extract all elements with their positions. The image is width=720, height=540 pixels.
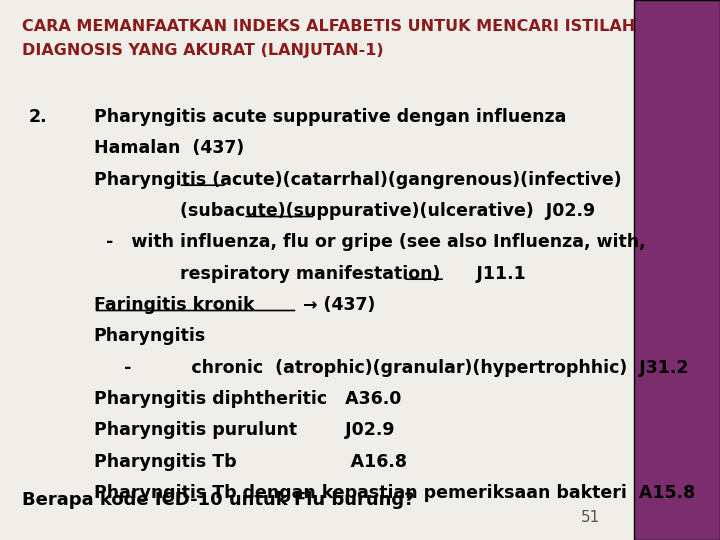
- Text: -   with influenza, flu or gripe (see also Influenza, with,: - with influenza, flu or gripe (see also…: [94, 233, 645, 251]
- Text: -          chronic  (atrophic)(granular)(hypertrophhic)  J31.2: - chronic (atrophic)(granular)(hypertrop…: [94, 359, 688, 376]
- Text: Berapa kode ICD-10 untuk Flu burung?: Berapa kode ICD-10 untuk Flu burung?: [22, 491, 414, 509]
- FancyBboxPatch shape: [634, 0, 720, 540]
- Text: Faringitis kronik: Faringitis kronik: [94, 296, 254, 314]
- Text: Hamalan  (437): Hamalan (437): [94, 139, 244, 157]
- Text: 51: 51: [581, 510, 600, 525]
- Text: Pharyngitis: Pharyngitis: [94, 327, 206, 345]
- Text: Pharyngitis Tb                   A16.8: Pharyngitis Tb A16.8: [94, 453, 407, 470]
- Text: → (437): → (437): [297, 296, 376, 314]
- Text: Pharyngitis diphtheritic   A36.0: Pharyngitis diphtheritic A36.0: [94, 390, 401, 408]
- Text: respiratory manifestation)      J11.1: respiratory manifestation) J11.1: [180, 265, 526, 282]
- Text: 2.: 2.: [29, 108, 48, 126]
- Text: Pharyngitis (acute)(catarrhal)(gangrenous)(infective): Pharyngitis (acute)(catarrhal)(gangrenou…: [94, 171, 621, 188]
- Text: (subacute)(suppurative)(ulcerative)  J02.9: (subacute)(suppurative)(ulcerative) J02.…: [180, 202, 595, 220]
- Text: Pharyngitis purulunt        J02.9: Pharyngitis purulunt J02.9: [94, 421, 394, 439]
- Text: Pharyngitis Tb dengan kepastian pemeriksaan bakteri  A15.8: Pharyngitis Tb dengan kepastian pemeriks…: [94, 484, 695, 502]
- Text: Pharyngitis acute suppurative dengan influenza: Pharyngitis acute suppurative dengan inf…: [94, 108, 566, 126]
- Text: DIAGNOSIS YANG AKURAT (LANJUTAN-1): DIAGNOSIS YANG AKURAT (LANJUTAN-1): [22, 43, 383, 58]
- Text: CARA MEMANFAATKAN INDEKS ALFABETIS UNTUK MENCARI ISTILAH: CARA MEMANFAATKAN INDEKS ALFABETIS UNTUK…: [22, 19, 635, 34]
